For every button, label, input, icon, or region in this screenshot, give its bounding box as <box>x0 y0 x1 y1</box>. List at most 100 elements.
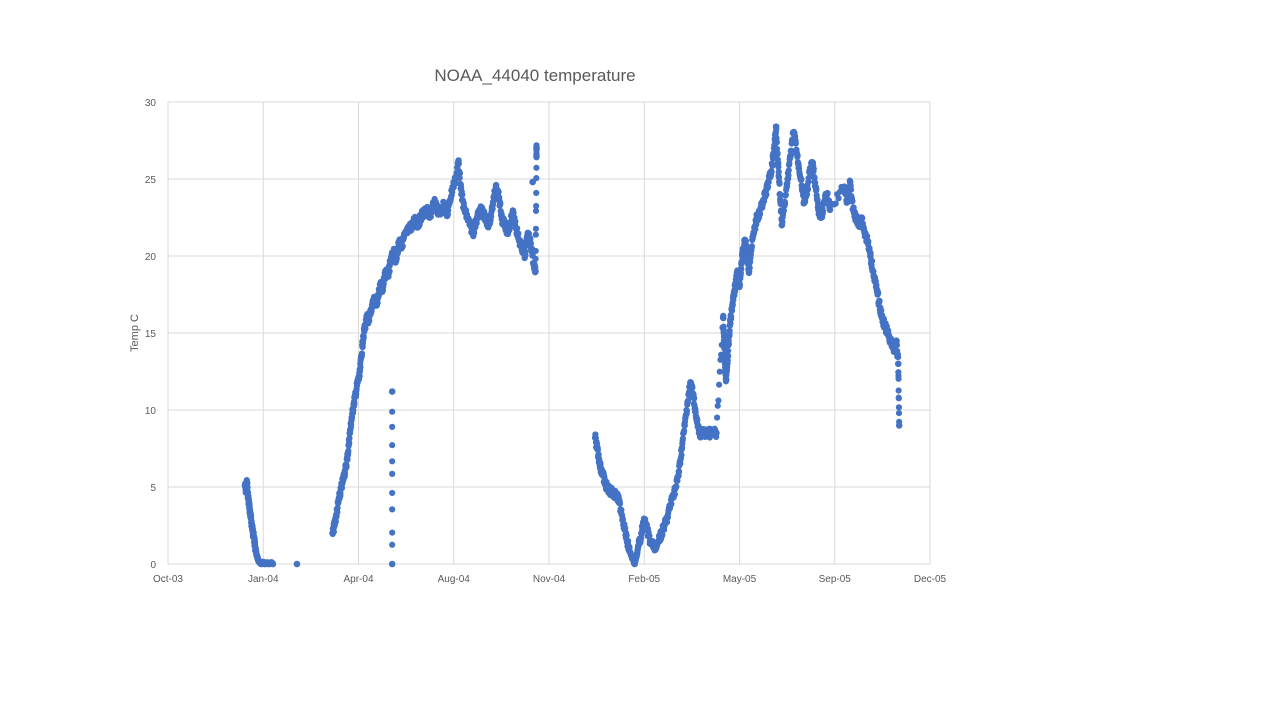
data-point <box>675 468 683 475</box>
data-point <box>492 181 500 189</box>
data-point <box>805 174 812 181</box>
data-point <box>788 147 795 154</box>
y-tick-label: 30 <box>145 98 157 109</box>
data-point <box>782 191 789 198</box>
data-point <box>876 297 883 305</box>
data-point <box>532 247 539 255</box>
data-point <box>775 159 782 166</box>
chart-title: NOAA_44040 temperature <box>434 66 635 85</box>
data-point <box>683 407 691 414</box>
data-point <box>729 301 736 308</box>
data-point <box>622 525 629 532</box>
data-point <box>691 395 698 402</box>
data-point <box>878 307 885 314</box>
data-point <box>532 225 540 232</box>
data-point <box>895 410 903 417</box>
data-point <box>810 165 817 172</box>
data-point <box>533 152 540 159</box>
data-point <box>756 211 764 218</box>
data-point <box>529 178 536 186</box>
data-point <box>389 470 396 477</box>
x-tick-label: Apr-04 <box>343 574 373 585</box>
data-point <box>893 342 901 349</box>
data-point <box>746 264 753 272</box>
data-point <box>775 163 782 171</box>
data-point <box>776 180 783 187</box>
data-point <box>389 529 396 536</box>
x-tick-label: May-05 <box>723 574 757 585</box>
data-point <box>713 414 721 421</box>
data-point <box>473 219 480 227</box>
data-point <box>713 429 720 437</box>
data-point <box>386 268 393 275</box>
data-point <box>736 281 743 288</box>
data-point <box>389 458 396 465</box>
data-point <box>337 492 344 499</box>
data-point <box>799 183 806 190</box>
data-point <box>894 354 902 361</box>
data-point <box>781 201 789 208</box>
data-point <box>360 334 367 341</box>
data-point <box>894 360 902 368</box>
data-point <box>895 375 902 382</box>
data-point <box>785 167 792 174</box>
data-point <box>794 152 801 159</box>
data-point <box>522 252 529 259</box>
data-point <box>726 327 733 334</box>
data-point <box>724 352 732 360</box>
y-tick-label: 15 <box>145 329 157 340</box>
data-point <box>752 226 759 233</box>
x-tick-label: Sep-05 <box>819 574 852 585</box>
data-point <box>826 206 834 214</box>
data-point <box>514 225 521 232</box>
data-point <box>725 347 732 355</box>
data-point <box>685 397 692 404</box>
data-point <box>459 191 466 198</box>
data-point <box>357 364 364 371</box>
data-point <box>813 186 820 193</box>
data-point <box>449 189 456 196</box>
x-tick-label: Jan-04 <box>248 574 279 585</box>
data-point <box>616 500 624 507</box>
data-point <box>533 144 540 152</box>
y-tick-label: 5 <box>150 483 156 494</box>
data-point <box>456 170 464 177</box>
data-point <box>819 208 827 215</box>
data-point <box>515 230 522 237</box>
data-point <box>785 172 792 179</box>
data-point <box>773 125 780 133</box>
x-tick-label: Feb-05 <box>628 574 660 585</box>
data-point <box>532 268 539 275</box>
data-point <box>346 434 353 442</box>
x-tick-label: Nov-04 <box>533 574 566 585</box>
data-point <box>623 532 630 539</box>
data-point <box>488 213 495 220</box>
data-point <box>330 528 337 536</box>
data-point <box>832 200 839 207</box>
data-point <box>714 402 721 409</box>
data-point <box>798 176 805 183</box>
data-point <box>512 218 519 225</box>
y-tick-label: 20 <box>145 252 157 263</box>
data-point <box>269 560 277 568</box>
data-point <box>659 531 666 538</box>
data-point <box>728 313 735 321</box>
data-point <box>389 423 396 430</box>
data-point <box>668 500 675 508</box>
data-point <box>388 388 396 395</box>
data-point <box>895 395 902 402</box>
data-point <box>358 350 366 357</box>
data-point <box>351 400 358 407</box>
data-point <box>849 197 856 205</box>
data-point <box>868 257 876 265</box>
data-point <box>389 442 396 449</box>
data-point <box>847 186 855 193</box>
data-points <box>241 123 903 568</box>
data-point <box>836 188 844 195</box>
data-point <box>723 377 730 384</box>
data-point <box>678 452 685 459</box>
data-point <box>456 174 463 182</box>
data-point <box>694 417 701 424</box>
data-point <box>895 387 902 394</box>
